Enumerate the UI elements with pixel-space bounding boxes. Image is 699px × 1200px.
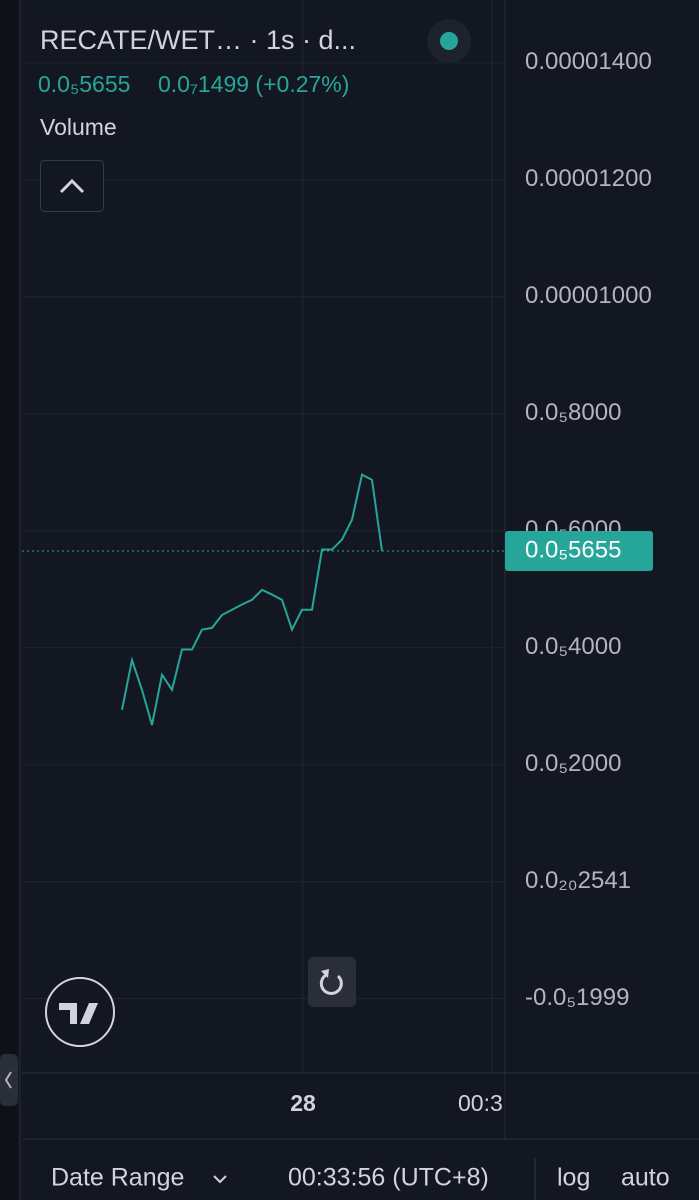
y-tick-label: 0.0₂₀2541 (525, 867, 631, 894)
date-range-chevron (213, 1175, 227, 1184)
reset-button[interactable] (308, 957, 356, 1007)
y-tick-label: 0.0₅8000 (525, 399, 621, 426)
reset-arrow (321, 969, 329, 978)
tv-logo[interactable] (45, 977, 115, 1047)
symbol-title: RECATE/WET… · 1s · d... (40, 25, 356, 55)
volume-label: Volume (40, 114, 117, 140)
status-dot (440, 32, 458, 50)
date-range[interactable]: Date Range (51, 1164, 184, 1192)
x-tick-label: 00:3 (458, 1090, 503, 1116)
tv-logo-mark (59, 1003, 98, 1024)
clock[interactable]: 00:33:56 (UTC+8) (288, 1164, 489, 1192)
side-panel (0, 0, 18, 1200)
y-tick-label: 0.00001200 (525, 165, 652, 192)
price-change: 0.0₇1499 (+0.27%) (158, 71, 349, 97)
price-line (121, 473, 383, 726)
auto-toggle[interactable]: auto (621, 1164, 670, 1192)
y-tick-label: 0.00001400 (525, 48, 652, 75)
x-tick-label: 28 (290, 1090, 316, 1116)
log-toggle[interactable]: log (557, 1164, 590, 1192)
y-tick-label: -0.0₅1999 (525, 984, 629, 1011)
collapse-icon (59, 178, 85, 194)
reset-icon (319, 973, 343, 995)
last-price: 0.0₅5655 (38, 71, 130, 97)
last-price-tag-label: 0.0₅5655 (525, 536, 621, 563)
axis-corner (505, 1075, 699, 1137)
collapse-button[interactable] (40, 160, 104, 212)
side-toggle[interactable] (0, 1054, 18, 1106)
last-price-tag (505, 530, 653, 571)
y-tick-label: 0.0₅4000 (525, 633, 621, 660)
y-tick-label: 0.0₅2000 (525, 750, 621, 777)
y-tick-label: 0.00001000 (525, 282, 652, 309)
side-toggle-icon (4, 1071, 12, 1089)
